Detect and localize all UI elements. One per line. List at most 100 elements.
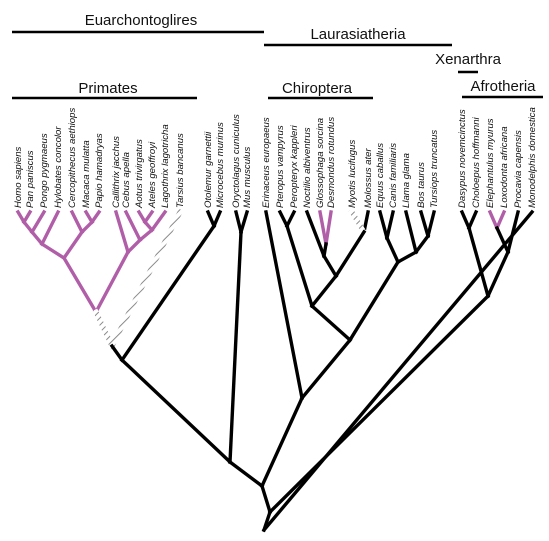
branch bbox=[277, 209, 290, 229]
branch bbox=[377, 209, 390, 241]
branch bbox=[93, 249, 131, 315]
branch bbox=[318, 210, 328, 246]
branch bbox=[29, 209, 47, 235]
taxon-label: Llama glama bbox=[401, 153, 412, 208]
taxon-label: Equus caballus bbox=[375, 143, 386, 208]
branch bbox=[425, 209, 437, 239]
branch bbox=[395, 249, 419, 265]
branch bbox=[227, 459, 265, 489]
taxon-labels: Homo sapiens Pan paniscus Pongo pygmaeus Hy… bbox=[13, 107, 538, 209]
taxon-label: Macaca mulatta bbox=[81, 140, 92, 208]
taxon-label: Callithrix jacchus bbox=[111, 136, 122, 208]
taxon-label: Cercopithecus aethiops bbox=[67, 108, 78, 208]
branch bbox=[83, 209, 95, 225]
branch bbox=[299, 337, 353, 401]
taxon-label: Peropteryx kappleri bbox=[289, 124, 300, 208]
taxon-label: Pteropus vampyrus bbox=[275, 125, 286, 208]
taxon-label: Dasypus novemcinctus bbox=[457, 109, 468, 208]
taxon-label: Ateles geoffroyi bbox=[147, 141, 158, 209]
taxon-label: Loxodonta africana bbox=[499, 126, 510, 208]
branch bbox=[205, 209, 217, 229]
branch bbox=[233, 209, 244, 235]
tree-branches bbox=[15, 208, 535, 533]
taxon-label: Lagothrix lagotricha bbox=[160, 124, 171, 208]
branch bbox=[304, 209, 327, 259]
taxon-label: Desmondus rotundus bbox=[326, 117, 337, 208]
taxon-label: Choloepus hoffmanni bbox=[471, 116, 482, 208]
branch bbox=[259, 483, 273, 515]
euarchontoglires-title: Euarchontoglires bbox=[85, 12, 198, 29]
branch bbox=[324, 210, 333, 246]
branch bbox=[142, 209, 155, 225]
branch bbox=[149, 209, 168, 233]
branch bbox=[333, 229, 367, 279]
branch bbox=[113, 209, 131, 255]
branch bbox=[267, 293, 491, 515]
branch bbox=[21, 209, 33, 225]
afrotheria-title: Afrotheria bbox=[470, 78, 536, 95]
taxon-label: Monodelphis domestica bbox=[527, 107, 538, 208]
taxon-label: Papio hamadryas bbox=[94, 133, 105, 208]
taxon-label: Pan paniscus bbox=[25, 150, 36, 208]
branch bbox=[125, 237, 143, 255]
branch bbox=[264, 210, 304, 400]
branch bbox=[15, 209, 27, 225]
branch bbox=[413, 233, 431, 255]
branch bbox=[39, 241, 67, 261]
branch bbox=[418, 209, 431, 239]
branch bbox=[29, 229, 45, 247]
branch bbox=[89, 209, 102, 225]
branch bbox=[348, 208, 368, 236]
branch bbox=[119, 223, 217, 363]
taxon-label: Canis familiaris bbox=[388, 143, 399, 208]
taxon-label: Erinaceus europaeus bbox=[261, 117, 272, 208]
primates-title: Primates bbox=[78, 80, 137, 97]
chiroptera-title: Chiroptera bbox=[282, 80, 353, 97]
branch bbox=[61, 229, 85, 261]
taxon-label: Aotus trivirgatus bbox=[134, 139, 145, 209]
branch bbox=[69, 209, 85, 235]
taxon-label: Mus musculus bbox=[242, 146, 253, 208]
taxon-label: Myotis lucifugus bbox=[347, 140, 358, 208]
branch bbox=[109, 343, 125, 363]
branch bbox=[403, 209, 419, 255]
branch bbox=[384, 235, 401, 265]
taxon-label: Otolemur garnettii bbox=[203, 131, 214, 208]
branch bbox=[61, 255, 99, 315]
branch bbox=[119, 357, 233, 465]
branch bbox=[21, 219, 35, 235]
branch bbox=[284, 209, 297, 229]
branch bbox=[487, 209, 500, 231]
taxon-label: Oryctolagus cuniculus bbox=[231, 114, 242, 208]
branch bbox=[466, 225, 491, 299]
clade-bars bbox=[12, 30, 543, 100]
branch bbox=[384, 209, 396, 241]
xenarthra-title: Xenarthra bbox=[435, 51, 502, 68]
taxon-label: Molossus ater bbox=[363, 147, 374, 208]
taxon-label: Bos taurus bbox=[416, 162, 427, 208]
branch bbox=[123, 209, 143, 243]
branch bbox=[459, 209, 472, 231]
taxon-label: Procavia capensis bbox=[513, 130, 524, 208]
branch bbox=[309, 273, 339, 309]
branch bbox=[466, 209, 479, 231]
taxon-label: Tursiops truncatus bbox=[429, 130, 440, 208]
branch bbox=[284, 223, 315, 309]
taxon-label: Elephantulus myurus bbox=[485, 118, 496, 208]
taxon-label: Noctilio albiventrus bbox=[302, 127, 313, 208]
branch bbox=[136, 209, 148, 225]
branch bbox=[321, 253, 339, 279]
laurasiatheria-title: Laurasiatheria bbox=[310, 26, 406, 43]
branch bbox=[142, 219, 155, 233]
branch bbox=[494, 225, 511, 255]
branch bbox=[485, 249, 511, 299]
taxon-label: Tarsius bancanus bbox=[175, 133, 186, 208]
branch bbox=[92, 308, 116, 350]
branch bbox=[261, 209, 535, 533]
taxon-label: Homo sapiens bbox=[13, 146, 24, 208]
branch bbox=[108, 208, 184, 350]
branch bbox=[137, 227, 155, 243]
branch bbox=[347, 259, 401, 343]
taxon-label: Cebus apella bbox=[121, 152, 132, 208]
